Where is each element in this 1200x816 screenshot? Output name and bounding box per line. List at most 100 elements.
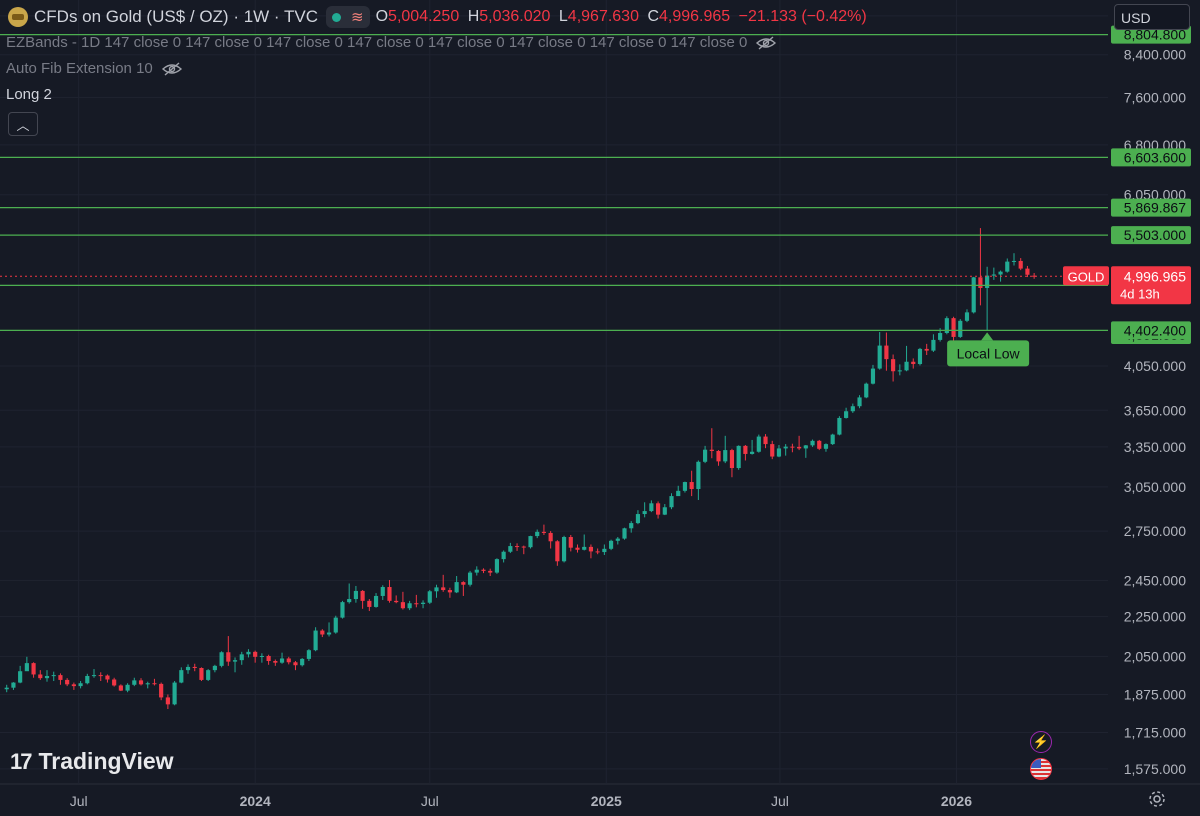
candle-body	[696, 461, 701, 490]
candle-body	[716, 450, 721, 462]
price-level-label: 6,603.600	[1124, 149, 1186, 165]
candle-body	[978, 277, 983, 288]
candle-body	[11, 682, 16, 688]
candle-body	[729, 450, 735, 469]
candle-body	[662, 507, 667, 515]
price-level-label-bg	[1111, 148, 1191, 167]
candle-body	[582, 546, 587, 550]
symbol-title[interactable]: CFDs on Gold (US$ / OZ) · 1W · TVC	[34, 7, 319, 26]
candle-body	[541, 531, 547, 533]
candle-body	[400, 602, 405, 609]
candle-body	[387, 587, 392, 601]
open-label: O	[375, 8, 389, 25]
candle-body	[185, 666, 191, 671]
currency-select[interactable]: USD	[1114, 4, 1190, 30]
market-open-icon	[332, 12, 342, 22]
candle-body	[112, 679, 117, 686]
candle-body	[763, 436, 768, 445]
candle-body	[31, 663, 36, 675]
market-status-pill[interactable]: ≋	[326, 6, 370, 28]
candle-body	[783, 446, 788, 449]
gear-icon[interactable]	[1148, 790, 1166, 808]
indicator-long[interactable]: Long 2	[6, 86, 52, 103]
candle-body	[703, 449, 708, 462]
price-level-label: 4,402.400	[1124, 322, 1186, 338]
hidden-eye-icon[interactable]	[755, 35, 777, 50]
chevron-up-icon: ︿	[16, 117, 30, 133]
candle-body	[682, 482, 688, 491]
candle-body	[179, 670, 184, 683]
candle-body	[347, 599, 352, 603]
candle-body	[239, 654, 244, 661]
tradingview-logo: 17 TradingView	[10, 748, 174, 775]
indicator-ezbands[interactable]: EZBands - 1D 147 close 0 147 close 0 147…	[6, 34, 777, 51]
symbol-tag: GOLD	[1068, 269, 1105, 284]
candle-body	[864, 383, 869, 398]
candle-body	[817, 440, 822, 449]
data-stream-icon: ≋	[351, 9, 364, 26]
tradingview-wordmark: TradingView	[38, 748, 174, 774]
candle-body	[232, 660, 238, 662]
candle-body	[441, 587, 446, 591]
candle-body	[938, 333, 943, 340]
candle-body	[1005, 261, 1010, 272]
open-value: 5,004.250	[388, 8, 460, 25]
hidden-eye-icon[interactable]	[161, 61, 183, 76]
candle-body	[931, 339, 936, 351]
x-tick-label: Jul	[70, 793, 88, 809]
candle-body	[125, 684, 130, 691]
candle-body	[776, 448, 782, 457]
candle-body	[279, 658, 285, 663]
candle-body	[844, 411, 849, 418]
indicator-autofib-label: Auto Fib Extension 10	[6, 60, 153, 77]
us-flag-event-icon[interactable]	[1030, 758, 1052, 780]
price-level-label-bg	[1111, 321, 1191, 340]
candle-body	[857, 397, 862, 407]
candle-body	[38, 674, 43, 679]
candle-body	[1032, 275, 1037, 277]
candle-body	[991, 274, 996, 276]
collapse-indicators-button[interactable]: ︿	[8, 112, 38, 136]
candle-body	[850, 406, 855, 412]
high-value: 5,036.020	[479, 8, 551, 25]
candle-body	[870, 368, 876, 384]
candle-body	[51, 675, 56, 677]
candle-body	[535, 531, 540, 537]
x-tick-label: 2025	[591, 793, 622, 809]
candle-body	[971, 277, 976, 313]
price-level-label-bg	[1111, 198, 1191, 217]
candle-body	[407, 603, 412, 609]
candle-body	[293, 662, 298, 666]
candle-body	[145, 683, 150, 685]
x-tick-label: 2026	[941, 793, 972, 809]
candle-body	[44, 675, 50, 679]
candle-body	[165, 697, 170, 705]
candle-body	[461, 582, 466, 585]
symbol-header: CFDs on Gold (US$ / OZ) · 1W · TVC ≋ O5,…	[8, 6, 871, 28]
candle-body	[467, 572, 473, 585]
candle-body	[803, 445, 808, 449]
y-tick-label: 1,575.000	[1124, 761, 1186, 777]
candle-body	[394, 600, 399, 603]
candle-body	[756, 436, 761, 452]
candle-body	[273, 660, 278, 663]
y-tick-label: 3,350.000	[1124, 439, 1186, 455]
candle-body	[91, 675, 97, 677]
candle-body	[575, 547, 580, 550]
candle-body	[118, 685, 123, 691]
lightning-event-icon[interactable]: ⚡	[1030, 731, 1052, 753]
y-tick-label: 2,750.000	[1124, 523, 1186, 539]
indicator-ezbands-label: EZBands - 1D 147 close 0 147 close 0 147…	[6, 34, 748, 51]
annotation-pointer	[981, 332, 994, 341]
candle-body	[669, 496, 674, 508]
candle-body	[320, 630, 325, 635]
candle-body	[414, 603, 419, 605]
y-tick-label: 4,050.000	[1124, 358, 1186, 374]
candle-body	[474, 569, 479, 573]
indicator-autofib[interactable]: Auto Fib Extension 10	[6, 60, 183, 77]
candle-body	[676, 490, 681, 497]
candle-body	[85, 675, 90, 684]
candle-body	[78, 683, 83, 687]
candle-body	[212, 665, 217, 671]
